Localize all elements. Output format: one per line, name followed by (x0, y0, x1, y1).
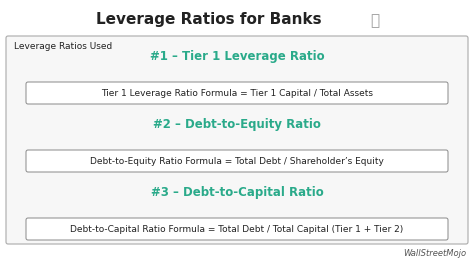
Text: Debt-to-Equity Ratio Formula = Total Debt / Shareholder’s Equity: Debt-to-Equity Ratio Formula = Total Deb… (90, 157, 384, 166)
Text: WallStreetMojo: WallStreetMojo (403, 249, 466, 258)
FancyBboxPatch shape (26, 218, 448, 240)
FancyBboxPatch shape (26, 82, 448, 104)
FancyBboxPatch shape (26, 150, 448, 172)
Text: #1 – Tier 1 Leverage Ratio: #1 – Tier 1 Leverage Ratio (150, 50, 324, 63)
Text: #2 – Debt-to-Equity Ratio: #2 – Debt-to-Equity Ratio (153, 118, 321, 131)
Text: #3 – Debt-to-Capital Ratio: #3 – Debt-to-Capital Ratio (151, 186, 323, 199)
FancyBboxPatch shape (6, 36, 468, 244)
Text: Leverage Ratios Used: Leverage Ratios Used (14, 42, 112, 51)
Text: Debt-to-Capital Ratio Formula = Total Debt / Total Capital (Tier 1 + Tier 2): Debt-to-Capital Ratio Formula = Total De… (70, 224, 404, 233)
Text: Leverage Ratios for Banks: Leverage Ratios for Banks (96, 12, 321, 27)
Text: 🏛: 🏛 (370, 13, 379, 28)
Text: Tier 1 Leverage Ratio Formula = Tier 1 Capital / Total Assets: Tier 1 Leverage Ratio Formula = Tier 1 C… (101, 88, 373, 97)
